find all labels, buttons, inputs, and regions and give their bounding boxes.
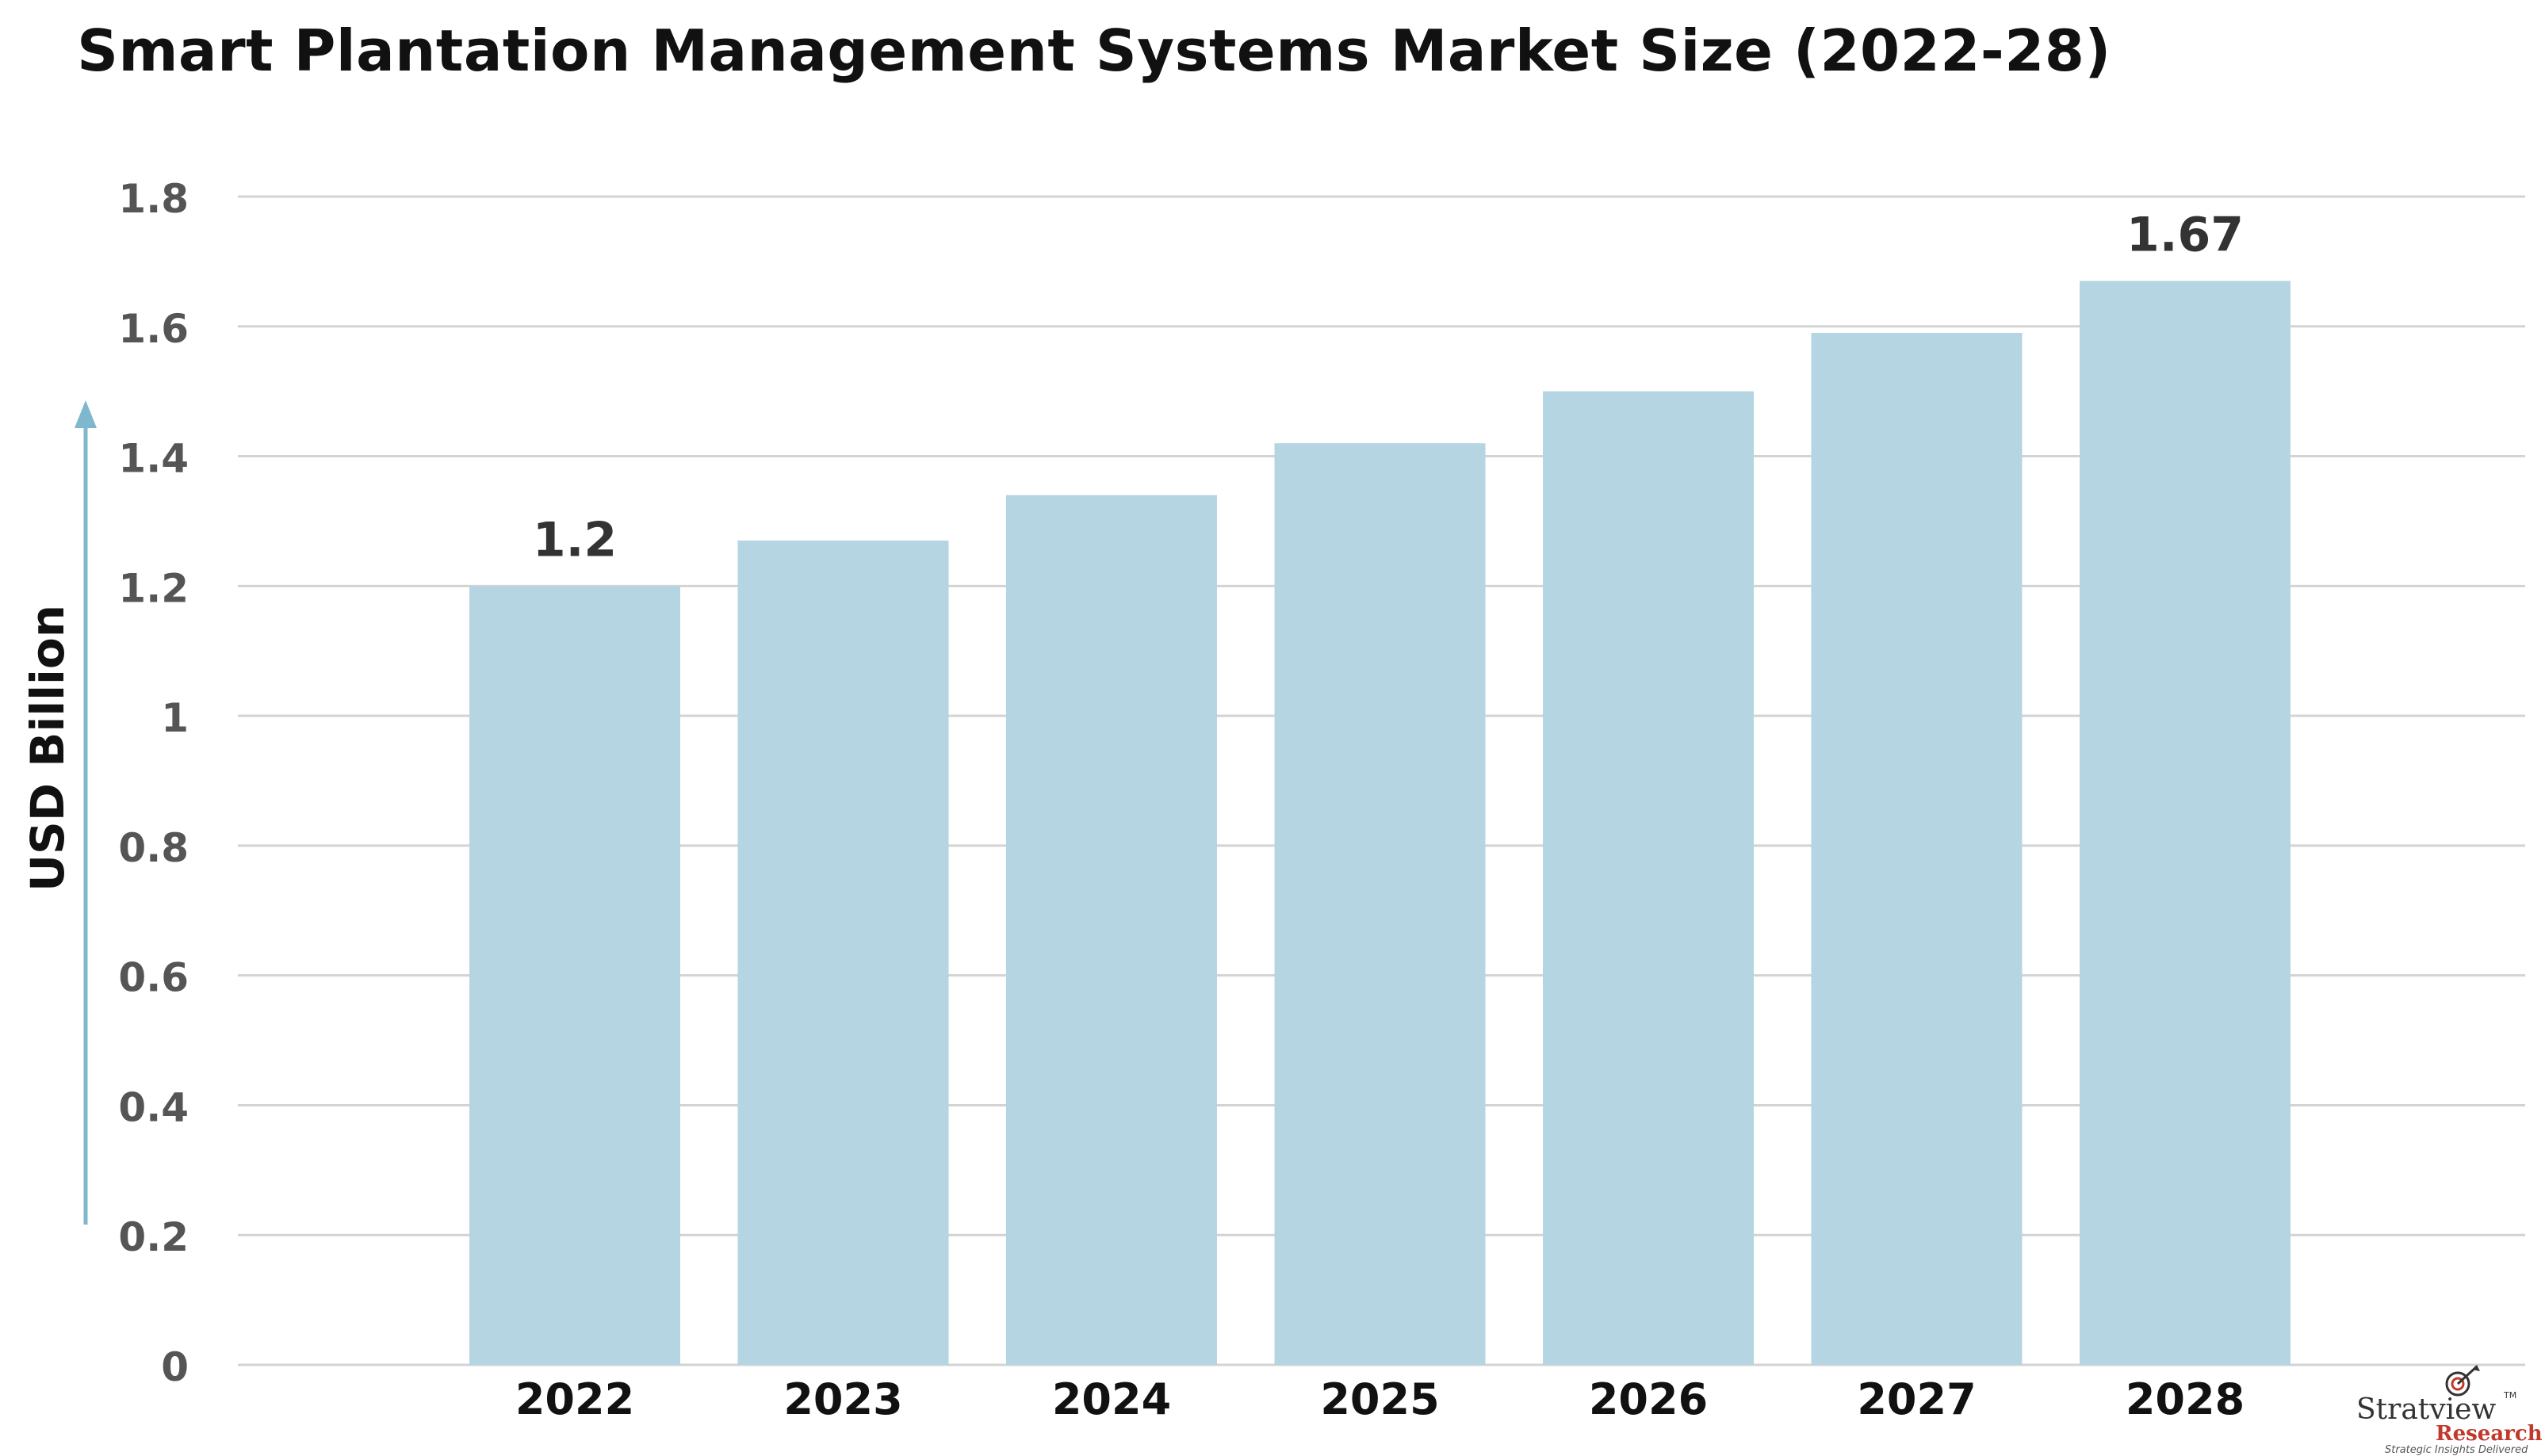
bar-2024 <box>1006 495 1217 1365</box>
x-tick-label: 2026 <box>1589 1374 1708 1424</box>
y-tick-label: 1.2 <box>118 565 189 611</box>
x-tick-labels: 2022 2023 2024 2025 2026 2027 2028 <box>515 1374 2245 1424</box>
y-tick-label: 1 <box>161 695 189 741</box>
bar-2027 <box>1811 332 2023 1365</box>
logo-trademark: TM <box>2504 1390 2517 1401</box>
bar-2022 <box>469 586 680 1365</box>
x-tick-label: 2028 <box>2126 1374 2245 1424</box>
y-tick-label: 1.4 <box>118 436 189 482</box>
y-axis-arrow-icon <box>75 400 97 1225</box>
logo-wordmark: Stratview <box>2356 1393 2497 1426</box>
bar-2023 <box>737 541 949 1365</box>
x-tick-label: 2023 <box>783 1374 902 1424</box>
bar-2028 <box>2080 281 2290 1365</box>
arrow-head-icon <box>75 400 97 428</box>
x-tick-label: 2027 <box>1857 1374 1976 1424</box>
target-arrow-icon <box>2445 1365 2480 1397</box>
y-tick-label: 0.8 <box>118 825 189 871</box>
chart-title: Smart Plantation Management Systems Mark… <box>77 17 2111 84</box>
y-tick-label: 0.4 <box>118 1084 189 1130</box>
stratview-logo: Stratview TM Research Strategic Insights… <box>2348 1363 2543 1456</box>
data-label-2028: 1.67 <box>2126 207 2244 262</box>
y-tick-label: 1.6 <box>118 306 189 352</box>
data-labels: 1.2 1.67 <box>533 207 2244 567</box>
y-axis-label: USD Billion <box>21 604 75 892</box>
x-tick-label: 2024 <box>1052 1374 1171 1424</box>
y-tick-label: 0 <box>161 1344 189 1390</box>
x-tick-label: 2022 <box>515 1374 634 1424</box>
bars <box>469 281 2290 1366</box>
data-label-2022: 1.2 <box>533 512 617 567</box>
y-tick-label: 0.2 <box>118 1214 189 1260</box>
x-tick-label: 2025 <box>1320 1374 1439 1424</box>
y-tick-label: 0.6 <box>118 955 189 1001</box>
logo-tagline: Strategic Insights Delivered <box>2385 1444 2528 1456</box>
logo-subtitle: Research <box>2436 1422 2543 1446</box>
bar-2025 <box>1274 443 1486 1366</box>
bar-2026 <box>1543 391 1754 1366</box>
y-tick-label: 1.8 <box>118 176 189 222</box>
y-tick-labels: 0 0.2 0.4 0.6 0.8 1 1.2 1.4 1.6 1.8 <box>118 176 189 1390</box>
